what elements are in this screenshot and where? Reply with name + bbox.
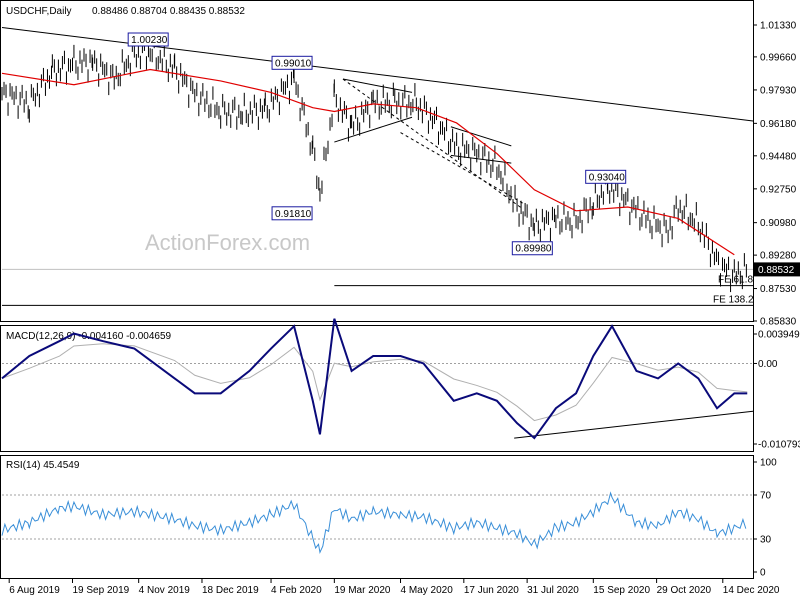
macd-tick-label: -0.010793 (758, 440, 800, 451)
fe-level-label: FE 138.2 (713, 294, 754, 305)
x-tick-label: 14 Dec 2020 (723, 585, 780, 596)
price-panel-frame (0, 0, 754, 322)
x-tick-label: 6 Aug 2019 (9, 585, 60, 596)
x-tick-label: 15 Sep 2020 (593, 585, 650, 596)
price-tick-label: 0.90980 (760, 218, 797, 229)
price-tick-label: 0.85830 (760, 317, 797, 328)
price-trendline (450, 126, 512, 147)
chart-symbol: USDCHF,Daily (6, 6, 72, 17)
macd-signal-line (1, 343, 748, 422)
price-tick-label: 0.94480 (760, 151, 797, 162)
price-annotation-box (127, 32, 169, 47)
chart-ohlc: 0.88486 0.88704 0.88435 0.88532 (92, 6, 245, 17)
x-tick-label: 31 Jul 2020 (527, 585, 579, 596)
rsi-line (1, 491, 747, 554)
x-tick-label: 29 Oct 2020 (657, 585, 712, 596)
price-annotation-label: 1.00230 (131, 35, 168, 46)
price-tick-label: 0.97930 (760, 85, 797, 96)
grid-layer (2, 268, 753, 540)
price-annotation-label: 0.91810 (275, 209, 312, 220)
rsi-tick-label: 100 (760, 458, 777, 469)
macd-panel-frame (0, 325, 754, 452)
price-annotation-box (585, 169, 627, 184)
rsi-tick-label: 70 (760, 491, 772, 502)
rsi-tick-label: 30 (760, 535, 772, 546)
price-annotation-label: 0.93040 (589, 172, 626, 183)
x-tick-label: 19 Sep 2019 (72, 585, 129, 596)
price-tick-label: 1.01330 (760, 21, 797, 32)
price-tick-label: 0.92750 (760, 184, 797, 195)
annotation-layer: FE 61.8 FE 138.2 1.00230 0.99010 0.91810 0.93… (127, 32, 754, 305)
x-tick-label: 4 Nov 2019 (139, 585, 191, 596)
x-tick-label: 4 May 2020 (401, 585, 454, 596)
rsi-label: RSI(14) 45.4549 (6, 460, 80, 471)
rsi-tick-label: 0 (760, 568, 766, 579)
price-trendline (334, 116, 413, 143)
price-annotation-label: 0.99010 (275, 58, 312, 69)
price-annotation-box (271, 55, 313, 70)
x-tick-label: 17 Jun 2020 (464, 585, 519, 596)
macd-trendline (514, 410, 754, 439)
price-tick-label: 0.99660 (760, 52, 797, 63)
moving-average-line (1, 68, 735, 256)
rsi-panel-frame (0, 455, 754, 579)
price-tick-label: 0.87530 (760, 284, 797, 295)
series-layer (1, 34, 748, 554)
axis-layer: 1.01330 0.99660 0.97930 0.96180 0.94480 0.927… (8, 21, 800, 596)
price-annotation-box (271, 206, 313, 221)
price-annotation-box (511, 241, 553, 256)
trendline-layer (1, 26, 754, 439)
x-tick-label: 18 Dec 2019 (202, 585, 259, 596)
price-annotation-label: 0.89980 (515, 244, 552, 255)
price-trendline (1, 26, 754, 122)
current-price-label: 0.88532 (758, 265, 795, 276)
x-tick-label: 19 Mar 2020 (334, 585, 391, 596)
macd-line (1, 318, 748, 440)
current-price-box (754, 262, 800, 277)
price-tick-label: 0.89280 (760, 251, 797, 262)
macd-tick-label: 0.00 (758, 359, 778, 370)
price-tick-label: 0.96180 (760, 119, 797, 130)
macd-tick-label: 0.003949 (758, 330, 800, 341)
x-tick-label: 4 Feb 2020 (271, 585, 322, 596)
fe-level-label: FE 61.8 (718, 275, 753, 286)
watermark: ActionForex.com (145, 230, 310, 255)
price-trendline (342, 78, 413, 93)
